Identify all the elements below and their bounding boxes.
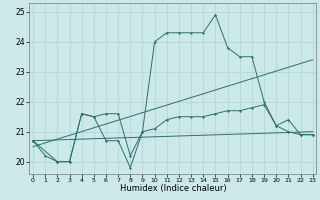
- X-axis label: Humidex (Indice chaleur): Humidex (Indice chaleur): [120, 184, 226, 193]
